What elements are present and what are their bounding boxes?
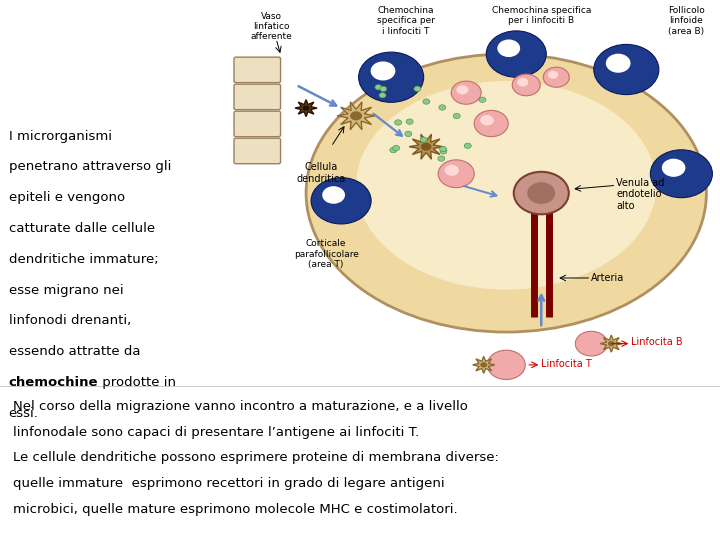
Polygon shape [409,134,444,159]
Circle shape [527,182,555,204]
Circle shape [375,85,382,90]
Circle shape [423,99,430,104]
FancyBboxPatch shape [234,111,281,137]
Circle shape [575,331,607,356]
Text: essendo attratte da: essendo attratte da [9,345,140,358]
Circle shape [474,110,508,137]
Circle shape [453,113,460,119]
Circle shape [438,160,474,187]
Circle shape [390,147,397,153]
Circle shape [479,97,486,103]
Text: Le cellule dendritiche possono esprimere proteine di membrana diverse:: Le cellule dendritiche possono esprimere… [13,451,499,464]
Ellipse shape [306,54,706,332]
Circle shape [548,71,558,79]
Circle shape [406,119,413,124]
Circle shape [311,178,371,224]
Circle shape [544,67,570,87]
Text: Follicolo
linfoide
(area B): Follicolo linfoide (area B) [668,6,705,36]
Circle shape [439,146,446,152]
Circle shape [405,131,412,137]
Text: linfonodi drenanti,: linfonodi drenanti, [9,314,131,327]
Circle shape [480,115,494,125]
Text: penetrano attraverso gli: penetrano attraverso gli [9,160,171,173]
Text: catturate dalle cellule: catturate dalle cellule [9,222,155,235]
Ellipse shape [356,81,657,289]
Circle shape [487,350,526,380]
Circle shape [498,39,520,57]
Text: Linfocita T: Linfocita T [541,359,592,369]
Circle shape [594,44,659,94]
Circle shape [322,186,345,204]
Text: Chemochina
specifica per
i linfociti T: Chemochina specifica per i linfociti T [377,6,435,36]
Text: prodotte in: prodotte in [98,376,176,389]
Text: chemochine: chemochine [9,376,98,389]
Circle shape [379,86,387,92]
Circle shape [421,143,431,151]
Circle shape [480,362,487,368]
Circle shape [512,74,540,96]
Polygon shape [600,335,622,352]
Text: Cellula
dendritica: Cellula dendritica [297,162,346,184]
Text: dendritiche immature;: dendritiche immature; [9,253,158,266]
Polygon shape [337,102,375,130]
Circle shape [350,111,362,120]
Text: Venula ad
endotelio
alto: Venula ad endotelio alto [616,178,665,211]
FancyBboxPatch shape [234,138,281,164]
Text: Nel corso della migrazione vanno incontro a maturazione, e a livello: Nel corso della migrazione vanno incontr… [13,400,468,413]
Circle shape [486,31,546,77]
Circle shape [451,81,481,104]
Circle shape [464,143,472,148]
Text: Chemochina specifica
per i linfociti B: Chemochina specifica per i linfociti B [492,6,591,25]
FancyBboxPatch shape [234,57,281,83]
Polygon shape [295,99,317,117]
Circle shape [371,62,395,80]
Polygon shape [473,356,495,373]
Circle shape [379,92,386,98]
Text: linfonodale sono capaci di presentare l’antigene ai linfociti T.: linfonodale sono capaci di presentare l’… [13,426,419,438]
Circle shape [440,148,447,154]
Circle shape [302,105,310,111]
Circle shape [438,156,445,161]
Text: epiteli e vengono: epiteli e vengono [9,191,125,204]
Text: quelle immature  esprimono recettori in grado di legare antigeni: quelle immature esprimono recettori in g… [13,477,444,490]
Circle shape [420,137,427,143]
Circle shape [517,78,528,86]
Text: microbici, quelle mature esprimono molecole MHC e costimolatori.: microbici, quelle mature esprimono molec… [13,503,458,516]
FancyBboxPatch shape [234,84,281,110]
Circle shape [395,120,402,125]
Circle shape [514,172,569,214]
Circle shape [662,159,685,177]
Text: Linfocita B: Linfocita B [631,337,683,347]
Text: I microrganismi: I microrganismi [9,130,112,143]
Circle shape [414,86,421,91]
Circle shape [444,165,459,176]
Text: Corticale
parafollicolare
(area T): Corticale parafollicolare (area T) [294,239,359,269]
Circle shape [650,150,712,198]
Circle shape [359,52,423,102]
Text: Arteria: Arteria [591,273,624,283]
Text: esse migrano nei: esse migrano nei [9,284,123,296]
Circle shape [438,105,446,110]
Circle shape [608,341,615,346]
Text: Vaso
linfatico
afferente: Vaso linfatico afferente [250,11,292,42]
Circle shape [392,145,400,151]
Circle shape [456,85,469,94]
Circle shape [606,53,631,73]
Text: essi.: essi. [9,407,38,420]
